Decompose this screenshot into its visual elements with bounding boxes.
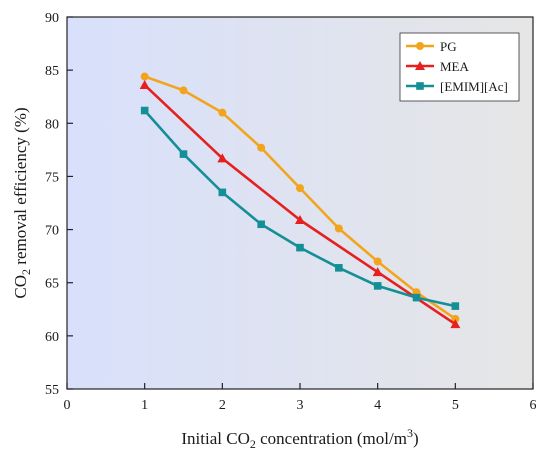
data-point xyxy=(140,106,149,115)
legend: PG MEA [EMIM][Ac] xyxy=(399,32,520,102)
x-tick-label: 2 xyxy=(219,398,226,413)
x-axis-title-part: ) xyxy=(413,429,419,448)
y-tick-label: 85 xyxy=(45,64,59,79)
y-tick-label: 75 xyxy=(45,170,59,185)
legend-item: [EMIM][Ac] xyxy=(406,79,508,94)
y-tick-label: 70 xyxy=(45,224,59,239)
legend-label: [EMIM][Ac] xyxy=(440,79,508,94)
legend-label: PG xyxy=(440,39,457,54)
series-1 xyxy=(139,80,461,329)
y-axis-title-subscript: 2 xyxy=(19,269,33,275)
y-tick-label: 60 xyxy=(45,330,59,345)
data-point xyxy=(257,143,266,152)
data-point xyxy=(373,282,382,290)
x-tick-label: 1 xyxy=(141,398,148,413)
data-point xyxy=(179,150,188,158)
data-point xyxy=(296,184,304,193)
y-axis-title-part: removal efficiency (%) xyxy=(11,107,30,269)
legend-item: PG xyxy=(406,39,457,54)
series-0 xyxy=(140,72,460,323)
y-axis-title: CO2 removal efficiency (%) xyxy=(11,107,33,298)
x-tick-label: 6 xyxy=(530,398,537,413)
legend-label: MEA xyxy=(440,59,470,74)
y-tick-label: 65 xyxy=(45,277,59,292)
data-point xyxy=(218,108,227,117)
legend-marker xyxy=(416,82,424,90)
x-axis-title-subscript: 2 xyxy=(250,437,256,451)
data-point xyxy=(296,243,304,252)
legend-marker xyxy=(416,42,424,50)
y-tick-label: 55 xyxy=(45,383,59,398)
data-point xyxy=(451,314,460,323)
data-point xyxy=(412,293,421,302)
x-tick-label: 5 xyxy=(452,398,459,413)
x-tick-label: 3 xyxy=(297,398,304,413)
y-tick-label: 80 xyxy=(45,117,59,132)
data-point xyxy=(179,86,188,95)
data-point xyxy=(372,267,383,277)
data-point xyxy=(140,72,149,81)
legend-item: MEA xyxy=(406,59,470,74)
x-axis-title-part: concentration (mol/m xyxy=(256,429,407,448)
data-point xyxy=(373,257,382,266)
x-axis-title-part: Initial CO xyxy=(181,429,249,448)
x-axis-title: Initial CO2 concentration (mol/m3) xyxy=(181,426,418,451)
data-point xyxy=(451,302,460,310)
data-point xyxy=(295,215,305,225)
data-point xyxy=(257,220,265,229)
data-point xyxy=(218,188,227,197)
legend-marker xyxy=(415,61,425,70)
series-layer xyxy=(139,72,461,329)
y-tick-label: 90 xyxy=(45,11,59,26)
x-axis-title-superscript: 3 xyxy=(407,426,413,440)
axes xyxy=(66,16,534,390)
data-point xyxy=(139,80,150,90)
data-point xyxy=(334,224,343,233)
y-axis-title-part: CO xyxy=(11,275,30,299)
series-2 xyxy=(140,106,460,310)
tick-labels: 0 1 2 3 4 5 6 55 60 65 70 75 80 85 90 xyxy=(45,11,537,413)
data-point xyxy=(217,153,228,163)
data-point xyxy=(335,264,343,272)
x-tick-label: 4 xyxy=(374,398,381,413)
x-tick-label: 0 xyxy=(64,398,71,413)
data-point xyxy=(450,319,461,329)
